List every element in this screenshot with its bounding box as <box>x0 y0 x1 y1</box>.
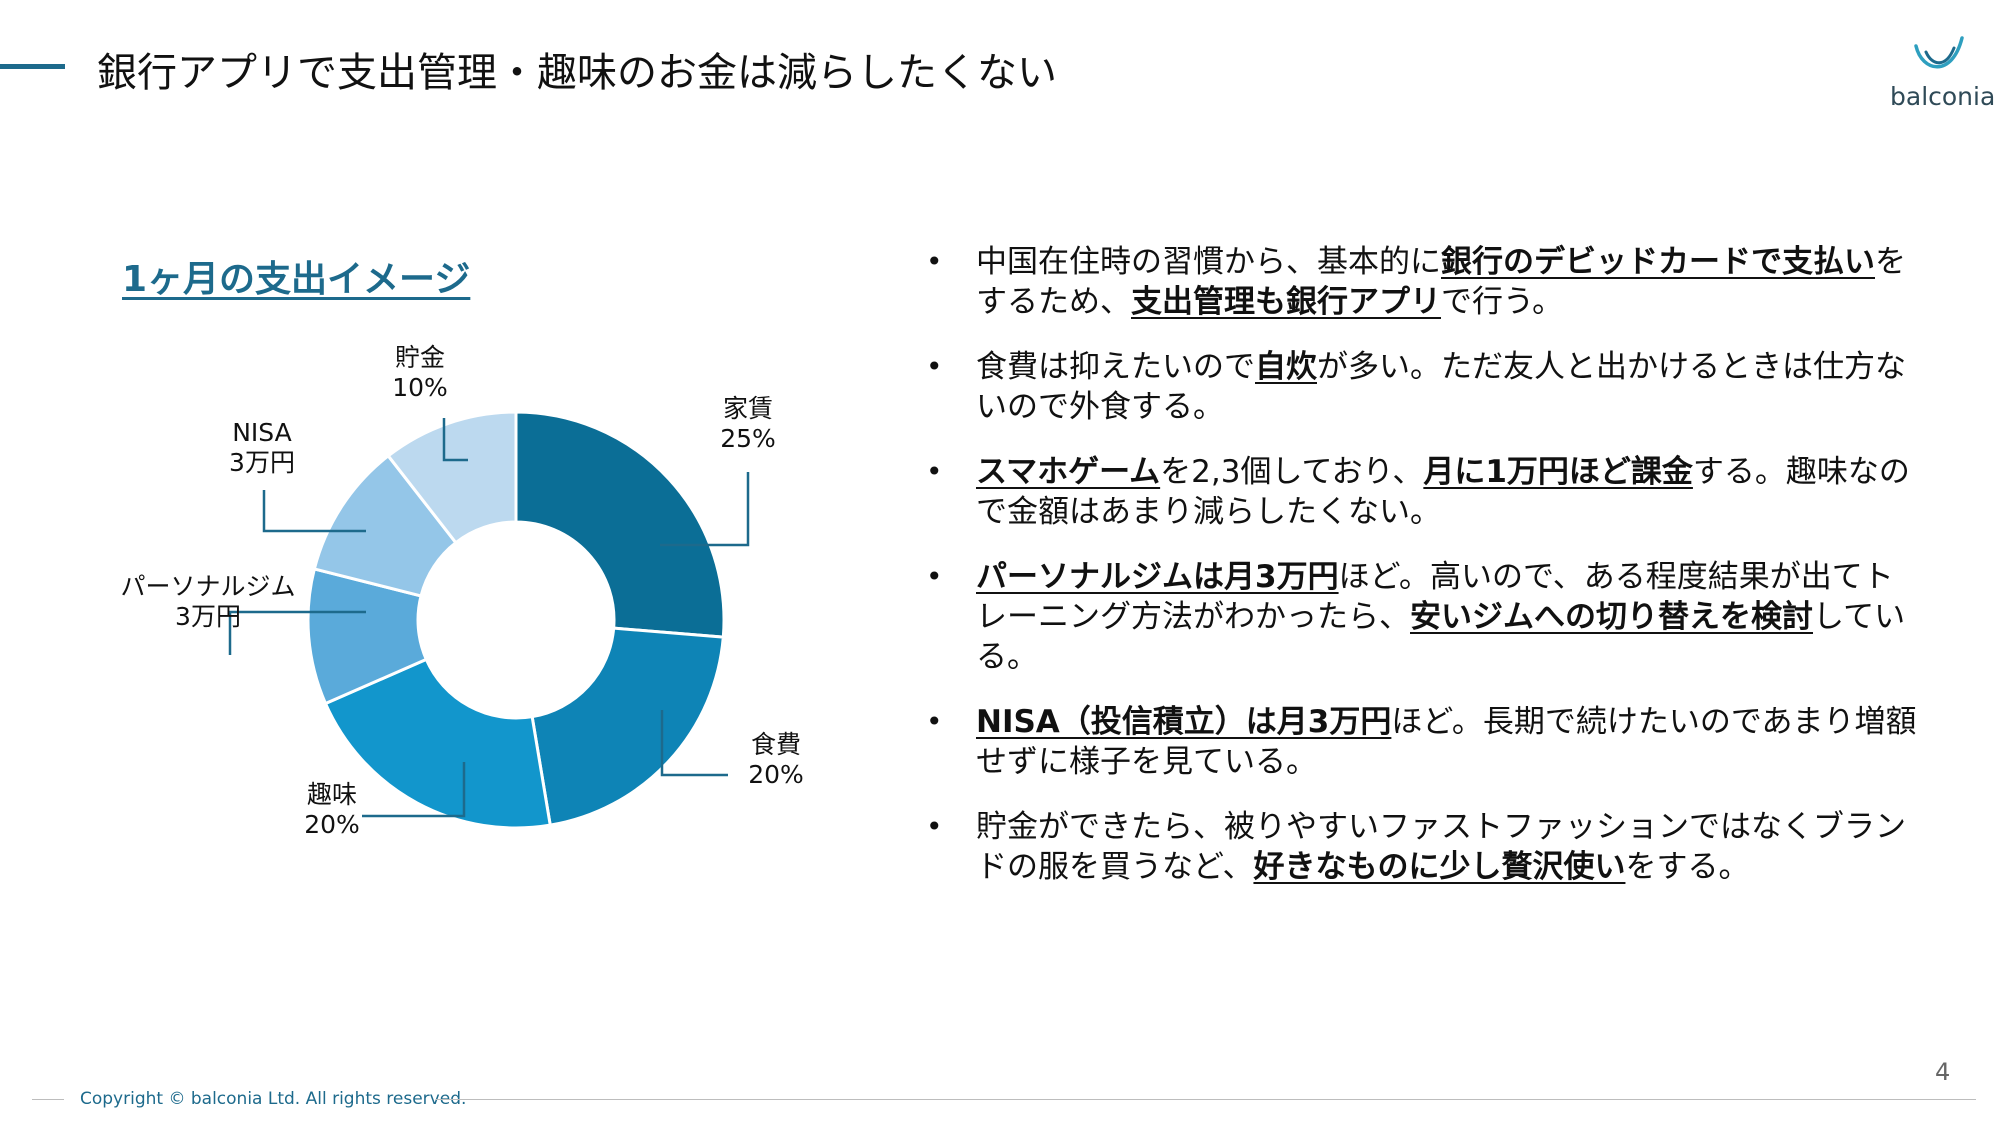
donut-slice <box>530 626 725 827</box>
bullet-item: NISA（投信積立）は月3万円ほど。長期で続けたいのであまり増額せずに様子を見て… <box>920 702 1920 782</box>
leader-line <box>442 418 468 462</box>
bullet-item: 食費は抑えたいので自炊が多い。ただ友人と出かけるときは仕方ないので外食する。 <box>920 347 1920 427</box>
slice-name-label: 家賃 <box>723 394 773 423</box>
donut-slice <box>514 410 726 639</box>
bullet-text: 中国在住時の習慣から、基本的に <box>976 244 1441 280</box>
slice-value-label: 3万円 <box>175 602 241 631</box>
leader-line <box>660 710 728 777</box>
bullet-item: 中国在住時の習慣から、基本的に銀行のデビッドカードで支払いをするため、支出管理も… <box>920 242 1920 322</box>
bullet-text: 食費は抑えたいので <box>976 349 1255 385</box>
bullet-text: をするため、 <box>976 244 1906 320</box>
bullet-highlight: 銀行のデビッドカードで支払い <box>1441 244 1875 280</box>
bullet-text: ほど。長期で続けたいのであまり増額せずに様子を見ている。 <box>976 704 1917 780</box>
footer-divider-right <box>436 1099 1976 1100</box>
slice-value-label: 25% <box>720 424 776 453</box>
bullet-text: ほど。高いので、ある程度結果が出てトレーニング方法がわかったら、 <box>976 559 1894 635</box>
copyright-text: Copyright © balconia Ltd. All rights res… <box>80 1089 467 1109</box>
bullet-highlight: NISA（投信積立）は月3万円 <box>976 704 1392 740</box>
bullet-text: が多い。ただ友人と出かけるときは仕方ないので外食する。 <box>976 349 1906 425</box>
slice-name-label: パーソナルジム <box>120 572 295 601</box>
bullet-text: する。趣味なので金額はあまり減らしたくない。 <box>976 454 1910 530</box>
leader-line <box>660 472 750 547</box>
bullet-highlight: 好きなものに少し贅沢使い <box>1253 849 1626 885</box>
leader-line <box>362 762 466 818</box>
bullet-item: スマホゲームを2,3個しており、月に1万円ほど課金する。趣味なので金額はあまり減… <box>920 452 1920 532</box>
bullet-text: で行う。 <box>1441 284 1564 320</box>
leader-line <box>262 490 366 533</box>
slice-value-label: 20% <box>748 760 804 789</box>
slice-name-label: 趣味 <box>307 780 357 809</box>
bullet-text: 貯金ができたら、被りやすいファストファッションではなくブランドの服を買うなど、 <box>976 809 1906 885</box>
logo-text: balconia <box>1890 82 1996 111</box>
slice-value-label: 10% <box>392 373 448 402</box>
page-number: 4 <box>1935 1058 1951 1086</box>
logo: balconia <box>1890 32 1996 112</box>
bullet-highlight: スマホゲーム <box>976 454 1161 490</box>
bullet-item: パーソナルジムは月3万円ほど。高いので、ある程度結果が出てトレーニング方法がわか… <box>920 557 1920 677</box>
slice-value-label: 20% <box>304 810 360 839</box>
slice-name-label: 食費 <box>751 730 801 759</box>
chart-heading: 1ヶ月の支出イメージ <box>122 259 471 300</box>
leader-line <box>228 610 366 655</box>
donut-slice <box>323 657 552 830</box>
bullet-text: を2,3個しており、 <box>1160 454 1424 490</box>
bullet-highlight: 安いジムへの切り替えを検討 <box>1410 599 1813 635</box>
page-title: 銀行アプリで支出管理・趣味のお金は減らしたくない <box>97 50 1057 96</box>
slice-value-label: 3万円 <box>229 448 295 477</box>
bullet-highlight: 支出管理も銀行アプリ <box>1131 284 1441 320</box>
bullet-list: 中国在住時の習慣から、基本的に銀行のデビッドカードで支払いをするため、支出管理も… <box>920 242 1920 912</box>
bullet-text: している。 <box>976 599 1906 675</box>
title-accent-bar <box>0 64 65 69</box>
donut-slice <box>386 410 518 545</box>
bullet-item: 貯金ができたら、被りやすいファストファッションではなくブランドの服を買うなど、好… <box>920 807 1920 887</box>
bullet-highlight: 月に1万円ほど課金 <box>1423 454 1693 490</box>
bullet-highlight: 自炊 <box>1255 349 1317 385</box>
footer-divider-left <box>32 1099 64 1100</box>
balconia-logo-icon <box>1914 36 1964 69</box>
bullet-text: をする。 <box>1625 849 1750 885</box>
slice-name-label: NISA <box>232 418 292 447</box>
slice-name-label: 貯金 <box>395 343 445 372</box>
bullet-highlight: パーソナルジムは月3万円 <box>976 559 1339 595</box>
